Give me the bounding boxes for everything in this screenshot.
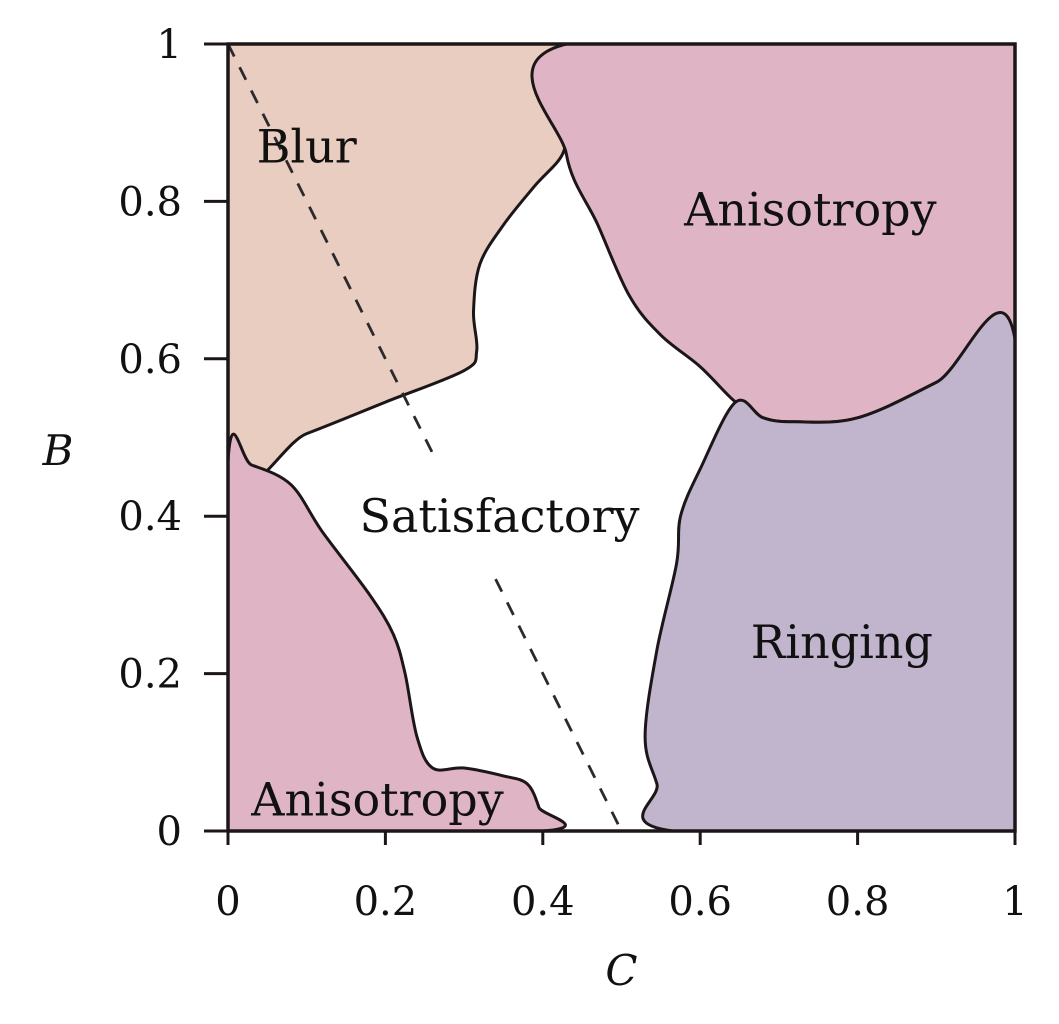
- x-tick-label: 0.8: [826, 879, 890, 925]
- region-label-blur: Blur: [257, 119, 357, 173]
- region-anisotropy-bottom: [228, 432, 567, 831]
- region-label-anisotropy-top: Anisotropy: [683, 182, 936, 236]
- ticks-layer: 0 0.2 0.4 0.6 0.8 1 0 0.2 0.4 0.6 0.8 1: [118, 22, 1027, 925]
- x-tick-label: 1: [1002, 879, 1027, 925]
- x-tick-label: 0.2: [354, 879, 418, 925]
- dashed-line-layer: [226, 43, 623, 832]
- y-tick-label: 0: [157, 809, 182, 855]
- y-tick-label: 0.8: [118, 179, 182, 225]
- region-label-ringing: Ringing: [751, 615, 933, 669]
- region-label-anisotropy-bottom: Anisotropy: [250, 773, 503, 827]
- y-tick-label: 1: [157, 22, 182, 68]
- region-label-satisfactory: Satisfactory: [359, 489, 639, 543]
- y-axis-title: B: [42, 426, 74, 475]
- regions-layer: [228, 44, 1015, 831]
- dashed-line-segment: [494, 578, 623, 832]
- y-tick-label: 0.2: [118, 652, 182, 698]
- region-ringing: [641, 311, 1015, 831]
- region-labels-layer: Blur Anisotropy Ringing Anisotropy Satisfact…: [250, 119, 936, 826]
- y-tick-label: 0.4: [118, 494, 182, 540]
- x-axis-title: C: [605, 946, 637, 995]
- x-tick-label: 0: [215, 879, 240, 925]
- x-tick-label: 0.4: [511, 879, 575, 925]
- plot-frame: [226, 42, 1017, 833]
- y-tick-label: 0.6: [118, 337, 182, 383]
- x-tick-label: 0.6: [668, 879, 732, 925]
